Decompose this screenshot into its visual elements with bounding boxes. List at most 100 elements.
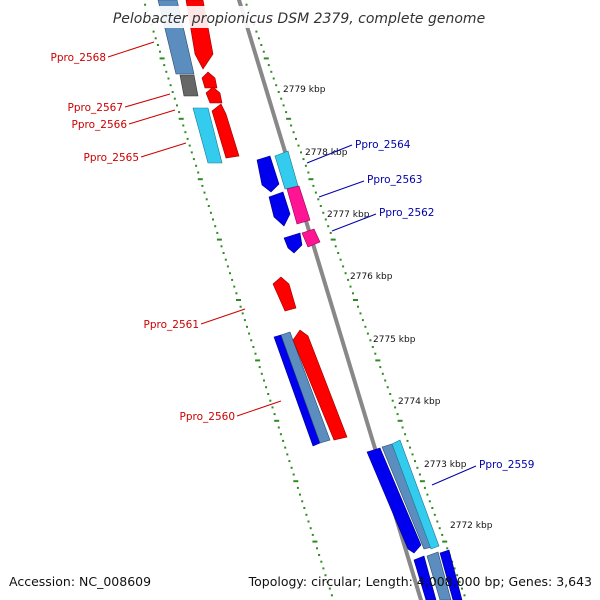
outer-tick-1 bbox=[144, 3, 147, 6]
inner-tick-41 bbox=[344, 272, 347, 275]
tick-label-2772: 2772 kbp bbox=[450, 521, 493, 531]
tick-label-2774: 2774 kbp bbox=[398, 397, 441, 407]
inner-tick-72 bbox=[419, 480, 425, 483]
outer-tick-87 bbox=[326, 580, 329, 583]
inner-tick-78 bbox=[436, 520, 439, 523]
outer-tick-62 bbox=[273, 413, 276, 416]
tick-label-2775: 2775 kbp bbox=[373, 335, 416, 345]
inner-tick-35 bbox=[329, 231, 332, 234]
inner-tick-56 bbox=[381, 372, 384, 375]
outer-tick-26 bbox=[197, 171, 200, 174]
gene-ppro-2561[interactable] bbox=[272, 276, 297, 312]
inner-tick-39 bbox=[339, 258, 342, 261]
inner-tick-32 bbox=[322, 211, 325, 214]
gene-label-ppro-2567[interactable]: Ppro_2567 bbox=[68, 102, 123, 114]
inner-tick-70 bbox=[416, 466, 419, 469]
inner-tick-33 bbox=[324, 218, 327, 221]
outer-tick-73 bbox=[296, 486, 299, 489]
gene-ppro-2564-a[interactable] bbox=[256, 155, 280, 193]
gene-label-ppro-2568[interactable]: Ppro_2568 bbox=[51, 52, 106, 64]
inner-tick-67 bbox=[409, 446, 411, 449]
tick-label-2776: 2776 kbp bbox=[350, 272, 393, 282]
gene-label-ppro-2559[interactable]: Ppro_2559 bbox=[479, 459, 534, 471]
gene-label-ppro-2564[interactable]: Ppro_2564 bbox=[355, 139, 411, 151]
outer-tick-15 bbox=[173, 97, 176, 100]
inner-tick-6 bbox=[257, 37, 260, 40]
inner-tick-58 bbox=[386, 386, 389, 389]
gene-ppro-2560-c[interactable] bbox=[292, 329, 348, 441]
inner-tick-62 bbox=[396, 413, 399, 416]
tick-label-2778: 2778 kbp bbox=[305, 148, 348, 158]
gene-ppro-2560-b[interactable] bbox=[280, 331, 331, 444]
outer-tick-54 bbox=[255, 359, 261, 362]
outer-tick-30 bbox=[205, 198, 208, 201]
outer-tick-5 bbox=[152, 30, 155, 33]
accession-text: Accession: NC_008609 bbox=[9, 574, 152, 589]
map-title: Pelobacter propionicus DSM 2379, complet… bbox=[113, 11, 485, 27]
inner-tick-55 bbox=[379, 366, 382, 369]
inner-tick-34 bbox=[327, 225, 330, 228]
outer-tick-60 bbox=[269, 399, 272, 402]
outer-tick-74 bbox=[299, 493, 301, 496]
gene-label-ppro-2560[interactable]: Ppro_2560 bbox=[180, 411, 235, 423]
outer-tick-16 bbox=[176, 104, 178, 107]
outer-tick-35 bbox=[216, 231, 219, 234]
outer-tick-36 bbox=[216, 238, 222, 241]
inner-tick-46 bbox=[357, 305, 359, 308]
gene-label-ppro-2565[interactable]: Ppro_2565 bbox=[84, 152, 139, 164]
gene-label-ppro-2562[interactable]: Ppro_2562 bbox=[379, 207, 434, 219]
outer-tick-22 bbox=[188, 144, 191, 147]
leader-ppro-2561 bbox=[200, 308, 246, 325]
outer-tick-72 bbox=[293, 480, 299, 483]
gene-ppro-2565-a[interactable] bbox=[192, 107, 223, 164]
outer-tick-8 bbox=[159, 50, 161, 53]
inner-tick-81 bbox=[442, 540, 448, 543]
outer-tick-65 bbox=[279, 433, 282, 436]
gene-ppro-2565-b[interactable] bbox=[211, 103, 240, 159]
outer-tick-10 bbox=[163, 64, 166, 67]
gene-ppro-2562-a[interactable] bbox=[283, 232, 303, 254]
outer-tick-61 bbox=[271, 406, 274, 409]
gene-bottom-a[interactable] bbox=[413, 555, 437, 600]
outer-tick-44 bbox=[235, 292, 238, 295]
outer-tick-7 bbox=[156, 44, 159, 46]
outer-tick-track bbox=[144, 3, 333, 597]
outer-tick-71 bbox=[292, 473, 295, 476]
gene-ppro-2562-b[interactable] bbox=[301, 228, 321, 248]
inner-tick-25 bbox=[304, 164, 307, 167]
inner-tick-7 bbox=[260, 44, 263, 46]
gene-ppro-2559-c[interactable] bbox=[391, 439, 440, 550]
inner-tick-57 bbox=[384, 379, 387, 382]
inner-tick-16 bbox=[282, 104, 285, 107]
outer-tick-18 bbox=[178, 117, 184, 120]
outer-tick-63 bbox=[274, 419, 280, 422]
outer-tick-86 bbox=[324, 574, 327, 577]
gene-ppro-2566-b[interactable] bbox=[205, 86, 223, 104]
outer-tick-84 bbox=[320, 560, 323, 563]
gene-ppro-2567[interactable] bbox=[179, 74, 199, 97]
gene-ppro-2563-a[interactable] bbox=[268, 191, 291, 227]
inner-tick-44 bbox=[352, 292, 354, 295]
gene-bottom-c[interactable] bbox=[439, 549, 463, 600]
outer-tick-6 bbox=[154, 37, 157, 40]
gene-ppro-2559-a[interactable] bbox=[366, 447, 422, 554]
outer-tick-88 bbox=[328, 587, 331, 590]
tick-labels: 2779 kbp 2778 kbp 2777 kbp 2776 kbp 2775… bbox=[283, 85, 493, 531]
inner-tick-85 bbox=[453, 567, 456, 570]
inner-tick-69 bbox=[414, 460, 416, 463]
outer-tick-41 bbox=[229, 272, 231, 275]
outer-tick-37 bbox=[220, 245, 223, 248]
leader-ppro-2564 bbox=[306, 144, 353, 164]
inner-tick-59 bbox=[389, 393, 392, 395]
inner-tick-52 bbox=[371, 346, 374, 348]
inner-tick-22 bbox=[297, 144, 300, 147]
gene-label-ppro-2563[interactable]: Ppro_2563 bbox=[367, 174, 422, 186]
gene-label-ppro-2561[interactable]: Ppro_2561 bbox=[144, 319, 199, 331]
gene-labels: Ppro_2568 Ppro_2567 Ppro_2566 Ppro_2565 … bbox=[51, 52, 535, 471]
gene-ppro-2563-b[interactable] bbox=[286, 185, 311, 225]
outer-tick-89 bbox=[330, 594, 333, 597]
gene-label-ppro-2566[interactable]: Ppro_2566 bbox=[72, 119, 128, 131]
gene-ppro-2566-a[interactable] bbox=[201, 71, 218, 89]
outer-tick-31 bbox=[207, 205, 210, 207]
gene-bottom-b[interactable] bbox=[426, 551, 452, 600]
